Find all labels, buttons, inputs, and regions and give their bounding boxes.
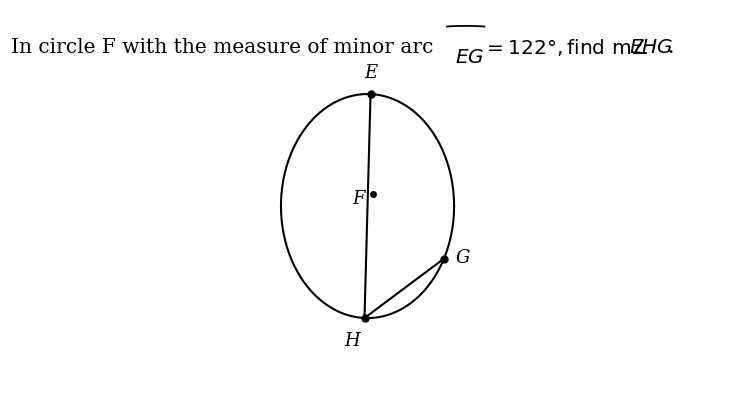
Text: $= 122°, \mathrm{find}\ \mathrm{m}{\angle}$: $= 122°, \mathrm{find}\ \mathrm{m}{\angl…	[483, 37, 649, 58]
Text: $\mathit{EHG}$: $\mathit{EHG}$	[629, 38, 674, 57]
Text: G: G	[455, 248, 469, 266]
Text: In circle F with the measure of minor arc: In circle F with the measure of minor ar…	[11, 38, 440, 57]
Text: .: .	[667, 38, 674, 57]
Text: H: H	[344, 331, 360, 349]
Text: $\mathit{EG}$: $\mathit{EG}$	[455, 48, 484, 67]
Text: F: F	[352, 189, 365, 207]
Text: E: E	[364, 64, 377, 82]
